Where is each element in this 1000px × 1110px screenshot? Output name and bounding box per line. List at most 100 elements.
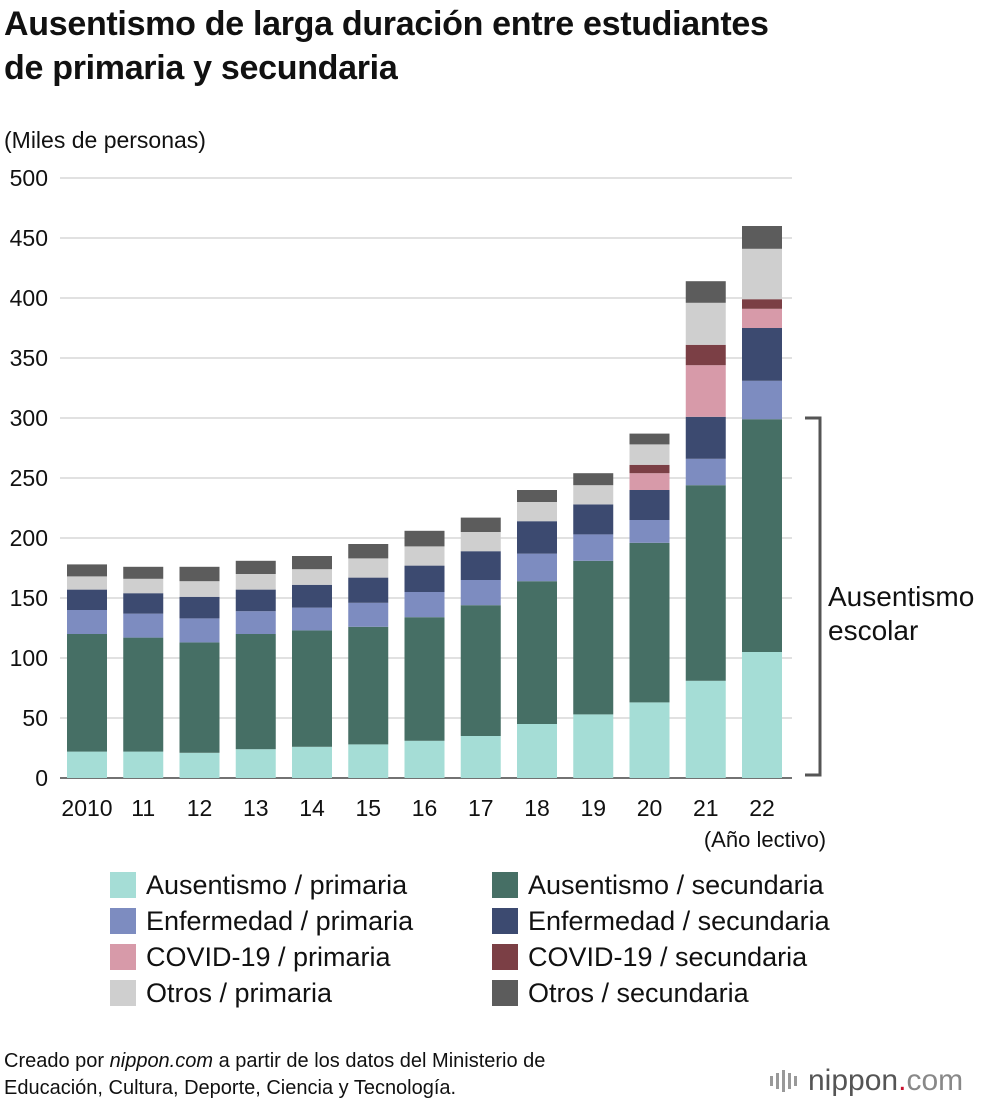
unit-label: (Miles de personas) xyxy=(4,127,206,153)
bar-stack-12 xyxy=(179,566,220,778)
chart-title-line1: Ausentismo de larga duración entre estud… xyxy=(4,5,769,43)
legend-swatch-5 xyxy=(492,944,518,970)
bar-segment-21-s5 xyxy=(685,344,726,366)
bar-segment-14-s6 xyxy=(292,569,332,585)
bar-segment-20-s1 xyxy=(629,542,670,703)
x-tick-18: 18 xyxy=(524,795,550,821)
bar-segment-20-s3 xyxy=(629,490,670,520)
bar-segment-21-s4 xyxy=(685,365,726,417)
bar-segment-15-s7 xyxy=(348,544,389,559)
legend-swatch-7 xyxy=(492,980,518,1006)
legend-swatch-4 xyxy=(110,944,136,970)
bar-segment-18-s2 xyxy=(517,553,557,582)
bar-segment-22-s6 xyxy=(742,248,782,300)
bar-segment-18-s3 xyxy=(517,521,557,554)
bar-stack-17 xyxy=(460,517,501,778)
x-tick-11: 11 xyxy=(131,795,155,821)
x-tick-13: 13 xyxy=(243,795,269,821)
legend-label-4: COVID-19 / primaria xyxy=(146,941,391,972)
legend-label-7: Otros / secundaria xyxy=(528,977,749,1008)
logo-name: nippon xyxy=(808,1064,899,1097)
bar-segment-13-s0 xyxy=(235,749,276,778)
bracket-line xyxy=(805,416,822,777)
legend-item-0: Ausentismo / primaria xyxy=(110,868,407,902)
bar-segment-2010-s3 xyxy=(67,589,107,610)
bar-segment-12-s7 xyxy=(179,566,220,582)
bar-segment-12-s2 xyxy=(179,618,220,643)
chart-title-line2: de primaria y secundaria xyxy=(4,49,398,87)
logo-tld: com xyxy=(906,1064,964,1097)
bar-segment-21-s0 xyxy=(685,680,726,778)
bar-segment-11-s6 xyxy=(123,578,164,594)
x-tick-15: 15 xyxy=(355,795,381,821)
bar-stack-11 xyxy=(123,566,164,778)
source-line2: Educación, Cultura, Deporte, Ciencia y T… xyxy=(4,1077,457,1099)
bar-segment-14-s1 xyxy=(292,630,332,747)
bar-segment-11-s1 xyxy=(123,637,164,752)
annotation-line1: Ausentismo xyxy=(828,581,974,612)
legend-item-7: Otros / secundaria xyxy=(492,976,749,1010)
x-axis-ticks: 2010 11 12 13 14 15 16 17 18 19 20 21 22 xyxy=(61,795,774,821)
y-tick-400: 400 xyxy=(10,285,48,311)
bar-segment-14-s0 xyxy=(292,746,332,778)
bar-segment-11-s3 xyxy=(123,593,164,614)
bar-segment-19-s7 xyxy=(573,473,614,486)
bar-segment-16-s7 xyxy=(404,530,445,547)
bar-stack-18 xyxy=(517,490,557,778)
bar-segment-16-s3 xyxy=(404,565,445,592)
bar-segment-19-s3 xyxy=(573,504,614,535)
bar-segment-20-s2 xyxy=(629,520,670,543)
y-tick-50: 50 xyxy=(22,705,48,731)
legend-item-4: COVID-19 / primaria xyxy=(110,940,391,974)
legend-swatch-0 xyxy=(110,872,136,898)
source-prefix: Creado por xyxy=(4,1050,110,1072)
bar-segment-15-s0 xyxy=(348,744,389,778)
x-tick-12: 12 xyxy=(187,795,213,821)
bar-segment-11-s0 xyxy=(123,751,164,778)
legend-item-3: Enfermedad / secundaria xyxy=(492,904,830,938)
legend-swatch-6 xyxy=(110,980,136,1006)
legend-item-2: Enfermedad / primaria xyxy=(110,904,413,938)
bar-segment-17-s2 xyxy=(460,580,501,606)
bar-stack-15 xyxy=(348,544,389,778)
y-axis-ticks: 0 50 100 150 200 250 300 350 400 450 500 xyxy=(10,165,48,791)
bar-segment-19-s2 xyxy=(573,534,614,561)
bar-segment-17-s6 xyxy=(460,532,501,552)
bar-segment-20-s5 xyxy=(629,464,670,474)
bar-segment-13-s2 xyxy=(235,611,276,634)
bar-segment-17-s3 xyxy=(460,551,501,580)
bar-stack-19 xyxy=(573,473,614,778)
bar-segment-18-s0 xyxy=(517,724,557,778)
annotation-line2: escolar xyxy=(828,615,918,646)
legend-item-5: COVID-19 / secundaria xyxy=(492,940,807,974)
bar-segment-2010-s1 xyxy=(67,634,107,752)
y-tick-100: 100 xyxy=(10,645,48,671)
bar-segment-12-s3 xyxy=(179,596,220,619)
bar-segment-18-s1 xyxy=(517,581,557,724)
x-tick-19: 19 xyxy=(580,795,606,821)
legend-swatch-1 xyxy=(492,872,518,898)
bars xyxy=(67,226,782,778)
x-tick-17: 17 xyxy=(468,795,494,821)
bar-segment-2010-s6 xyxy=(67,576,107,590)
bar-segment-13-s1 xyxy=(235,634,276,750)
bar-segment-14-s3 xyxy=(292,584,332,608)
bar-segment-2010-s7 xyxy=(67,564,107,577)
x-tick-14: 14 xyxy=(299,795,325,821)
bar-segment-15-s3 xyxy=(348,577,389,603)
legend-item-6: Otros / primaria xyxy=(110,976,332,1010)
bar-segment-19-s1 xyxy=(573,560,614,715)
bar-segment-16-s2 xyxy=(404,592,445,618)
nippon-logo: nippon. com xyxy=(770,1064,963,1098)
legend-swatch-3 xyxy=(492,908,518,934)
bar-segment-12-s6 xyxy=(179,581,220,597)
bar-segment-19-s0 xyxy=(573,714,614,778)
bar-stack-22 xyxy=(742,226,782,778)
y-tick-0: 0 xyxy=(35,765,48,791)
y-tick-150: 150 xyxy=(10,585,48,611)
legend-label-2: Enfermedad / primaria xyxy=(146,905,414,936)
stacked-bar-chart: (Miles de personas) 0 50 100 150 200 250 300 35… xyxy=(4,127,974,852)
bar-stack-16 xyxy=(404,530,445,778)
bar-segment-13-s3 xyxy=(235,589,276,612)
bar-segment-20-s0 xyxy=(629,702,670,778)
